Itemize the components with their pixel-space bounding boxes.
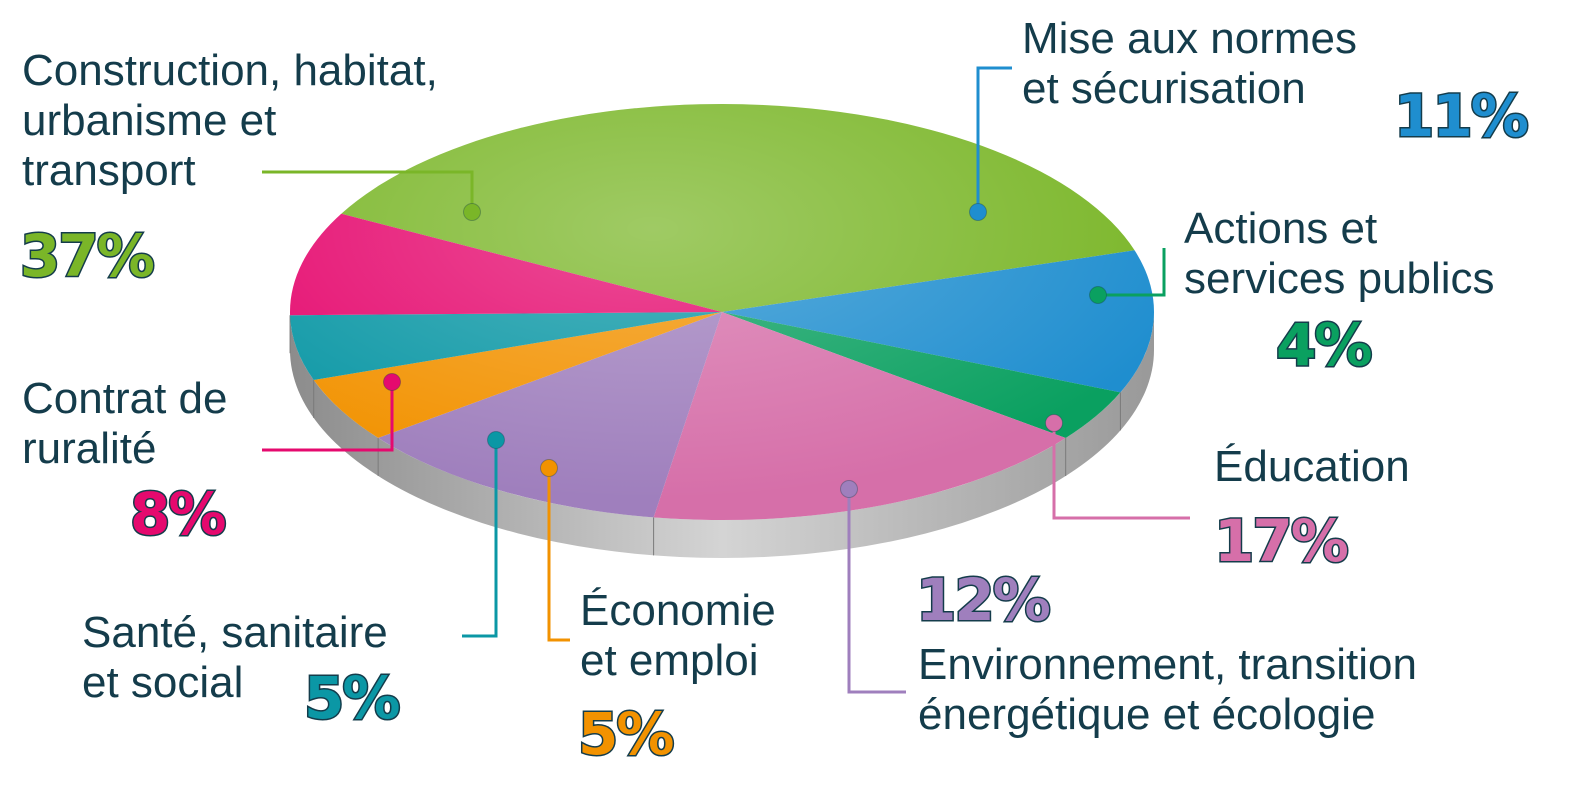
leader-dot-economie: [540, 459, 558, 477]
leader-line-sante: [462, 440, 498, 638]
label-line: Environnement, transition: [918, 640, 1417, 689]
pie-gloss: [290, 104, 1154, 520]
leader-lines: [262, 66, 1190, 694]
leader-dot-ruralite: [383, 373, 401, 391]
leader-line-environnement: [847, 489, 906, 694]
label-line: ruralité: [22, 424, 157, 473]
label-actions: Actions et services publics: [1184, 204, 1495, 304]
label-line: Contrat de: [22, 374, 228, 423]
leader-line-construction: [262, 170, 474, 212]
label-ruralite: Contrat de ruralité: [22, 374, 227, 474]
leader-dot-sante: [487, 431, 505, 449]
label-line: Construction, habitat,: [22, 46, 438, 95]
label-education: Éducation: [1214, 442, 1410, 492]
label-line: transport: [22, 146, 196, 195]
percent-construction: 37%: [19, 222, 157, 290]
leader-line-education: [1052, 423, 1190, 520]
label-environnement: Environnement, transition énergétique et…: [918, 640, 1417, 740]
leader-dot-education: [1045, 414, 1063, 432]
percent-actions: 4%: [1274, 311, 1374, 379]
label-line: énergétique et écologie: [918, 690, 1376, 739]
label-sante: Santé, sanitaire et social: [82, 608, 388, 708]
leader-dot-actions: [1089, 286, 1107, 304]
pie-slices: [289, 103, 1155, 521]
leader-line-actions: [1098, 248, 1166, 297]
percent-ruralite: 8%: [128, 480, 228, 548]
label-line: services publics: [1184, 254, 1495, 303]
label-line: Éducation: [1214, 442, 1410, 491]
label-line: urbanisme et: [22, 96, 277, 145]
leader-dot-construction: [463, 203, 481, 221]
percent-economie: 5%: [576, 700, 676, 768]
leader-dot-normes: [969, 203, 987, 221]
label-line: Actions et: [1184, 204, 1378, 253]
pie-side: [289, 312, 1154, 558]
label-line: et sécurisation: [1022, 64, 1306, 113]
label-line: et emploi: [580, 636, 759, 685]
leader-dot-environnement: [840, 480, 858, 498]
pie-side-band: [290, 312, 1154, 558]
label-line: et social: [82, 658, 244, 707]
label-line: Économie: [580, 586, 776, 635]
percent-normes: 11%: [1393, 82, 1531, 150]
percent-environnement: 12%: [915, 566, 1053, 634]
label-normes: Mise aux normes et sécurisation: [1022, 14, 1357, 114]
leader-line-normes: [976, 66, 1012, 212]
leader-line-ruralite: [262, 382, 394, 452]
label-line: Mise aux normes: [1022, 14, 1358, 63]
percent-sante: 5%: [302, 664, 402, 732]
label-construction: Construction, habitat, urbanisme et tran…: [22, 46, 438, 196]
leader-line-economie: [547, 468, 570, 642]
percent-education: 17%: [1213, 507, 1351, 575]
label-line: Santé, sanitaire: [82, 608, 388, 657]
label-economie: Économie et emploi: [580, 586, 776, 686]
